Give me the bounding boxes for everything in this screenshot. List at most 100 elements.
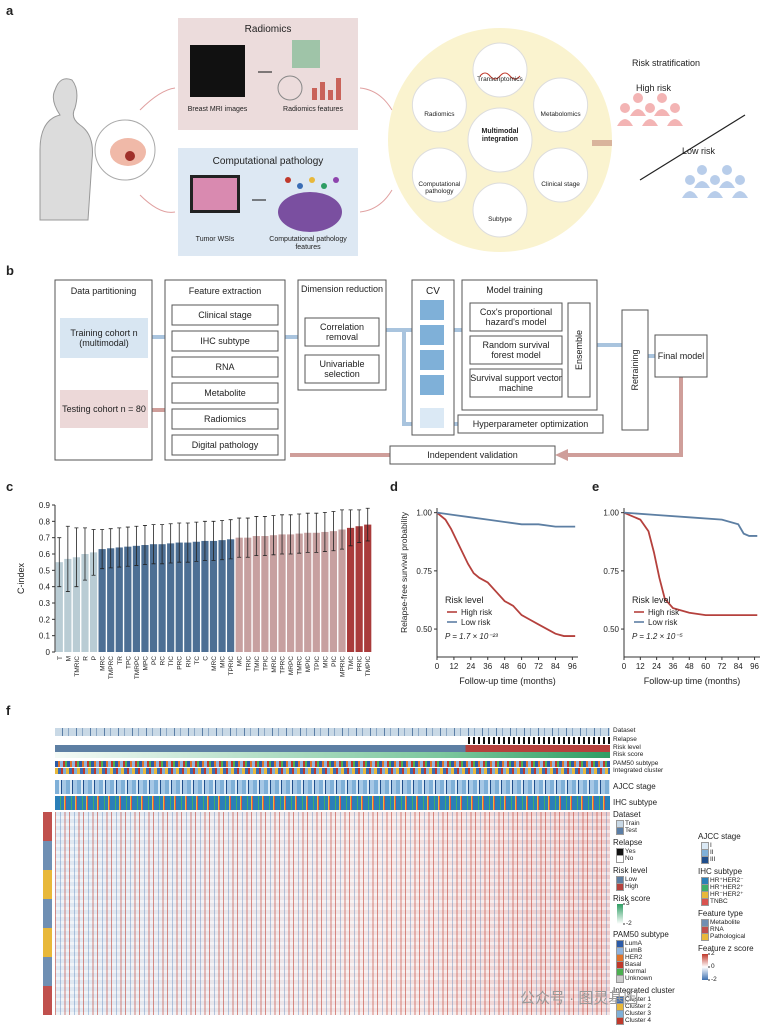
x-tick-label: T bbox=[57, 656, 64, 660]
legend-item: Basal bbox=[625, 961, 642, 968]
person-head bbox=[735, 175, 745, 185]
panel-letter: c bbox=[6, 479, 14, 494]
x-tick-label: TR bbox=[117, 656, 124, 665]
error-bar bbox=[117, 527, 122, 568]
x-tick-label: 24 bbox=[466, 662, 475, 671]
legend-tick-label: -2 bbox=[711, 976, 717, 983]
error-bar bbox=[100, 529, 105, 570]
model-item bbox=[469, 368, 563, 398]
bar bbox=[107, 548, 115, 652]
person-head bbox=[722, 165, 732, 175]
error-bar bbox=[65, 525, 70, 592]
label: Breast MRI images bbox=[187, 106, 248, 113]
person-body bbox=[667, 119, 683, 126]
x-tick-label: P bbox=[91, 656, 98, 660]
cell-dot bbox=[285, 177, 291, 183]
x-tick-label: 48 bbox=[685, 662, 694, 671]
modality-circle bbox=[533, 147, 589, 203]
legend-title: AJCC stage bbox=[698, 832, 741, 841]
legend-item: III bbox=[710, 856, 716, 863]
y-tick-label: 0.75 bbox=[416, 567, 432, 576]
label: High risk bbox=[636, 83, 672, 93]
error-bar bbox=[160, 524, 165, 565]
legend-item: Yes bbox=[625, 848, 636, 855]
final-box bbox=[654, 334, 708, 378]
survival-curve bbox=[623, 511, 758, 616]
panel-letter: b bbox=[6, 263, 14, 278]
legend-item: HR⁺HER2⁻ bbox=[710, 877, 744, 884]
legend-item: Cluster 3 bbox=[625, 1010, 652, 1017]
heatmap bbox=[55, 812, 610, 1015]
bars-icon-1 bbox=[312, 88, 317, 100]
legend-title: Risk level bbox=[445, 595, 484, 605]
flow-curve-2 bbox=[139, 194, 176, 213]
legend-title: Feature z score bbox=[698, 944, 754, 953]
legend-gradient bbox=[617, 904, 623, 924]
divider bbox=[639, 114, 746, 181]
legend-item: LumA bbox=[625, 940, 642, 947]
woman-silhouette bbox=[39, 78, 93, 221]
bar bbox=[355, 526, 363, 652]
y-tick-label: 0.7 bbox=[39, 534, 51, 543]
y-tick-label: 0.3 bbox=[39, 599, 51, 608]
bar bbox=[304, 532, 312, 652]
legend-tick-label: 0 bbox=[711, 963, 715, 970]
feature-item bbox=[171, 356, 279, 378]
x-tick-label: TMRPC bbox=[134, 656, 141, 679]
bar bbox=[132, 545, 140, 652]
bar bbox=[244, 537, 252, 652]
validation-flow bbox=[560, 377, 683, 457]
slide bbox=[193, 178, 237, 210]
feature-type-bar bbox=[43, 812, 52, 841]
x-tick-label: TMIC bbox=[254, 656, 261, 672]
tumor bbox=[125, 151, 135, 161]
legend-title: Risk level bbox=[613, 866, 648, 875]
bar bbox=[175, 542, 183, 652]
modality-circle bbox=[411, 147, 467, 203]
track-label: PAM50 subtype bbox=[613, 760, 659, 767]
x-tick-label: 0 bbox=[622, 662, 627, 671]
bar bbox=[346, 527, 355, 652]
y-tick-label: 0.9 bbox=[39, 501, 51, 510]
flow-curve-1 bbox=[139, 87, 176, 111]
x-tick-label: TPIC bbox=[262, 656, 269, 671]
legend-item: Cluster 4 bbox=[625, 1017, 652, 1024]
label: Risk stratification bbox=[632, 58, 701, 68]
x-tick-label: TIC bbox=[168, 656, 175, 667]
legend-swatch bbox=[616, 1017, 624, 1025]
legend-item: HER2 bbox=[625, 954, 643, 961]
sphere-icon bbox=[277, 75, 303, 101]
legend-swatch bbox=[701, 926, 709, 934]
error-bar bbox=[331, 511, 336, 552]
label: Univariable selection bbox=[319, 358, 365, 379]
legend-item: LumB bbox=[625, 947, 642, 954]
legend-item: High bbox=[625, 883, 639, 890]
survival-curve bbox=[436, 511, 576, 637]
error-bar bbox=[82, 527, 87, 581]
cv-fold-test bbox=[420, 408, 444, 428]
x-tick-label: MRC bbox=[100, 656, 107, 671]
y-tick-label: 0.5 bbox=[39, 566, 51, 575]
legend-item: HR⁻HER2⁺ bbox=[710, 891, 744, 898]
y-axis-label: Relapse-free survival probability bbox=[399, 511, 409, 633]
bar bbox=[295, 533, 303, 652]
x-tick-label: 0 bbox=[435, 662, 440, 671]
legend-swatch bbox=[701, 849, 709, 857]
legend-swatch bbox=[701, 842, 709, 850]
bars-icon-3 bbox=[328, 90, 333, 100]
x-tick-label: 36 bbox=[669, 662, 678, 671]
bar bbox=[364, 524, 372, 652]
error-bar bbox=[271, 515, 276, 556]
x-axis-label: Follow-up time (months) bbox=[459, 676, 556, 686]
legend-swatch bbox=[616, 1003, 624, 1011]
error-bar bbox=[185, 522, 190, 563]
track-label: Risk level bbox=[613, 744, 641, 751]
x-tick-label: 96 bbox=[750, 662, 759, 671]
legend-item: Cluster 2 bbox=[625, 1003, 652, 1010]
legend-swatch bbox=[616, 968, 624, 976]
error-bar bbox=[297, 513, 302, 554]
x-tick-label: MPIC bbox=[305, 656, 312, 673]
bar bbox=[141, 545, 149, 652]
person-head bbox=[710, 175, 720, 185]
x-tick-label: MPC bbox=[142, 656, 149, 671]
